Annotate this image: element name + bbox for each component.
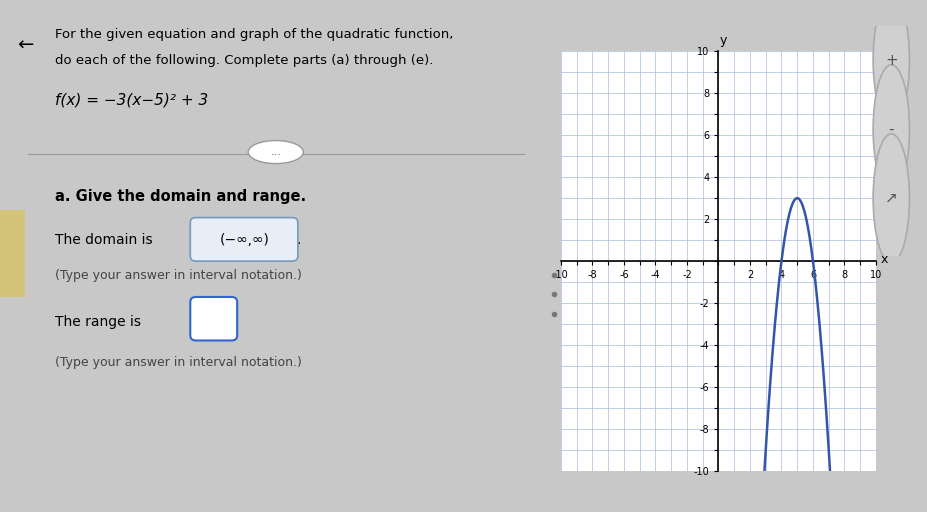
Text: .: . [235, 315, 239, 329]
Text: .: . [297, 233, 301, 247]
Text: -: - [889, 122, 894, 137]
FancyBboxPatch shape [190, 297, 237, 340]
Text: y: y [719, 34, 727, 47]
Text: The domain is: The domain is [55, 233, 158, 247]
Text: +: + [885, 53, 897, 68]
Text: ↗: ↗ [885, 191, 897, 206]
Text: do each of the following. Complete parts (a) through (e).: do each of the following. Complete parts… [55, 54, 434, 67]
Text: The range is: The range is [55, 315, 146, 329]
Circle shape [873, 65, 909, 194]
Text: ...: ... [271, 147, 281, 157]
FancyBboxPatch shape [190, 218, 298, 261]
Circle shape [873, 0, 909, 125]
Text: a. Give the domain and range.: a. Give the domain and range. [55, 189, 306, 204]
Text: ←: ← [17, 36, 33, 55]
Bar [0, 210, 25, 297]
Text: For the given equation and graph of the quadratic function,: For the given equation and graph of the … [55, 28, 453, 41]
Text: x: x [881, 252, 887, 266]
Text: (Type your answer in interval notation.): (Type your answer in interval notation.) [55, 356, 302, 369]
Text: f(x) = −3(x−5)² + 3: f(x) = −3(x−5)² + 3 [55, 92, 209, 107]
Circle shape [873, 134, 909, 263]
Ellipse shape [248, 141, 303, 164]
Text: (Type your answer in interval notation.): (Type your answer in interval notation.) [55, 269, 302, 282]
Text: (−∞,∞): (−∞,∞) [220, 232, 269, 247]
